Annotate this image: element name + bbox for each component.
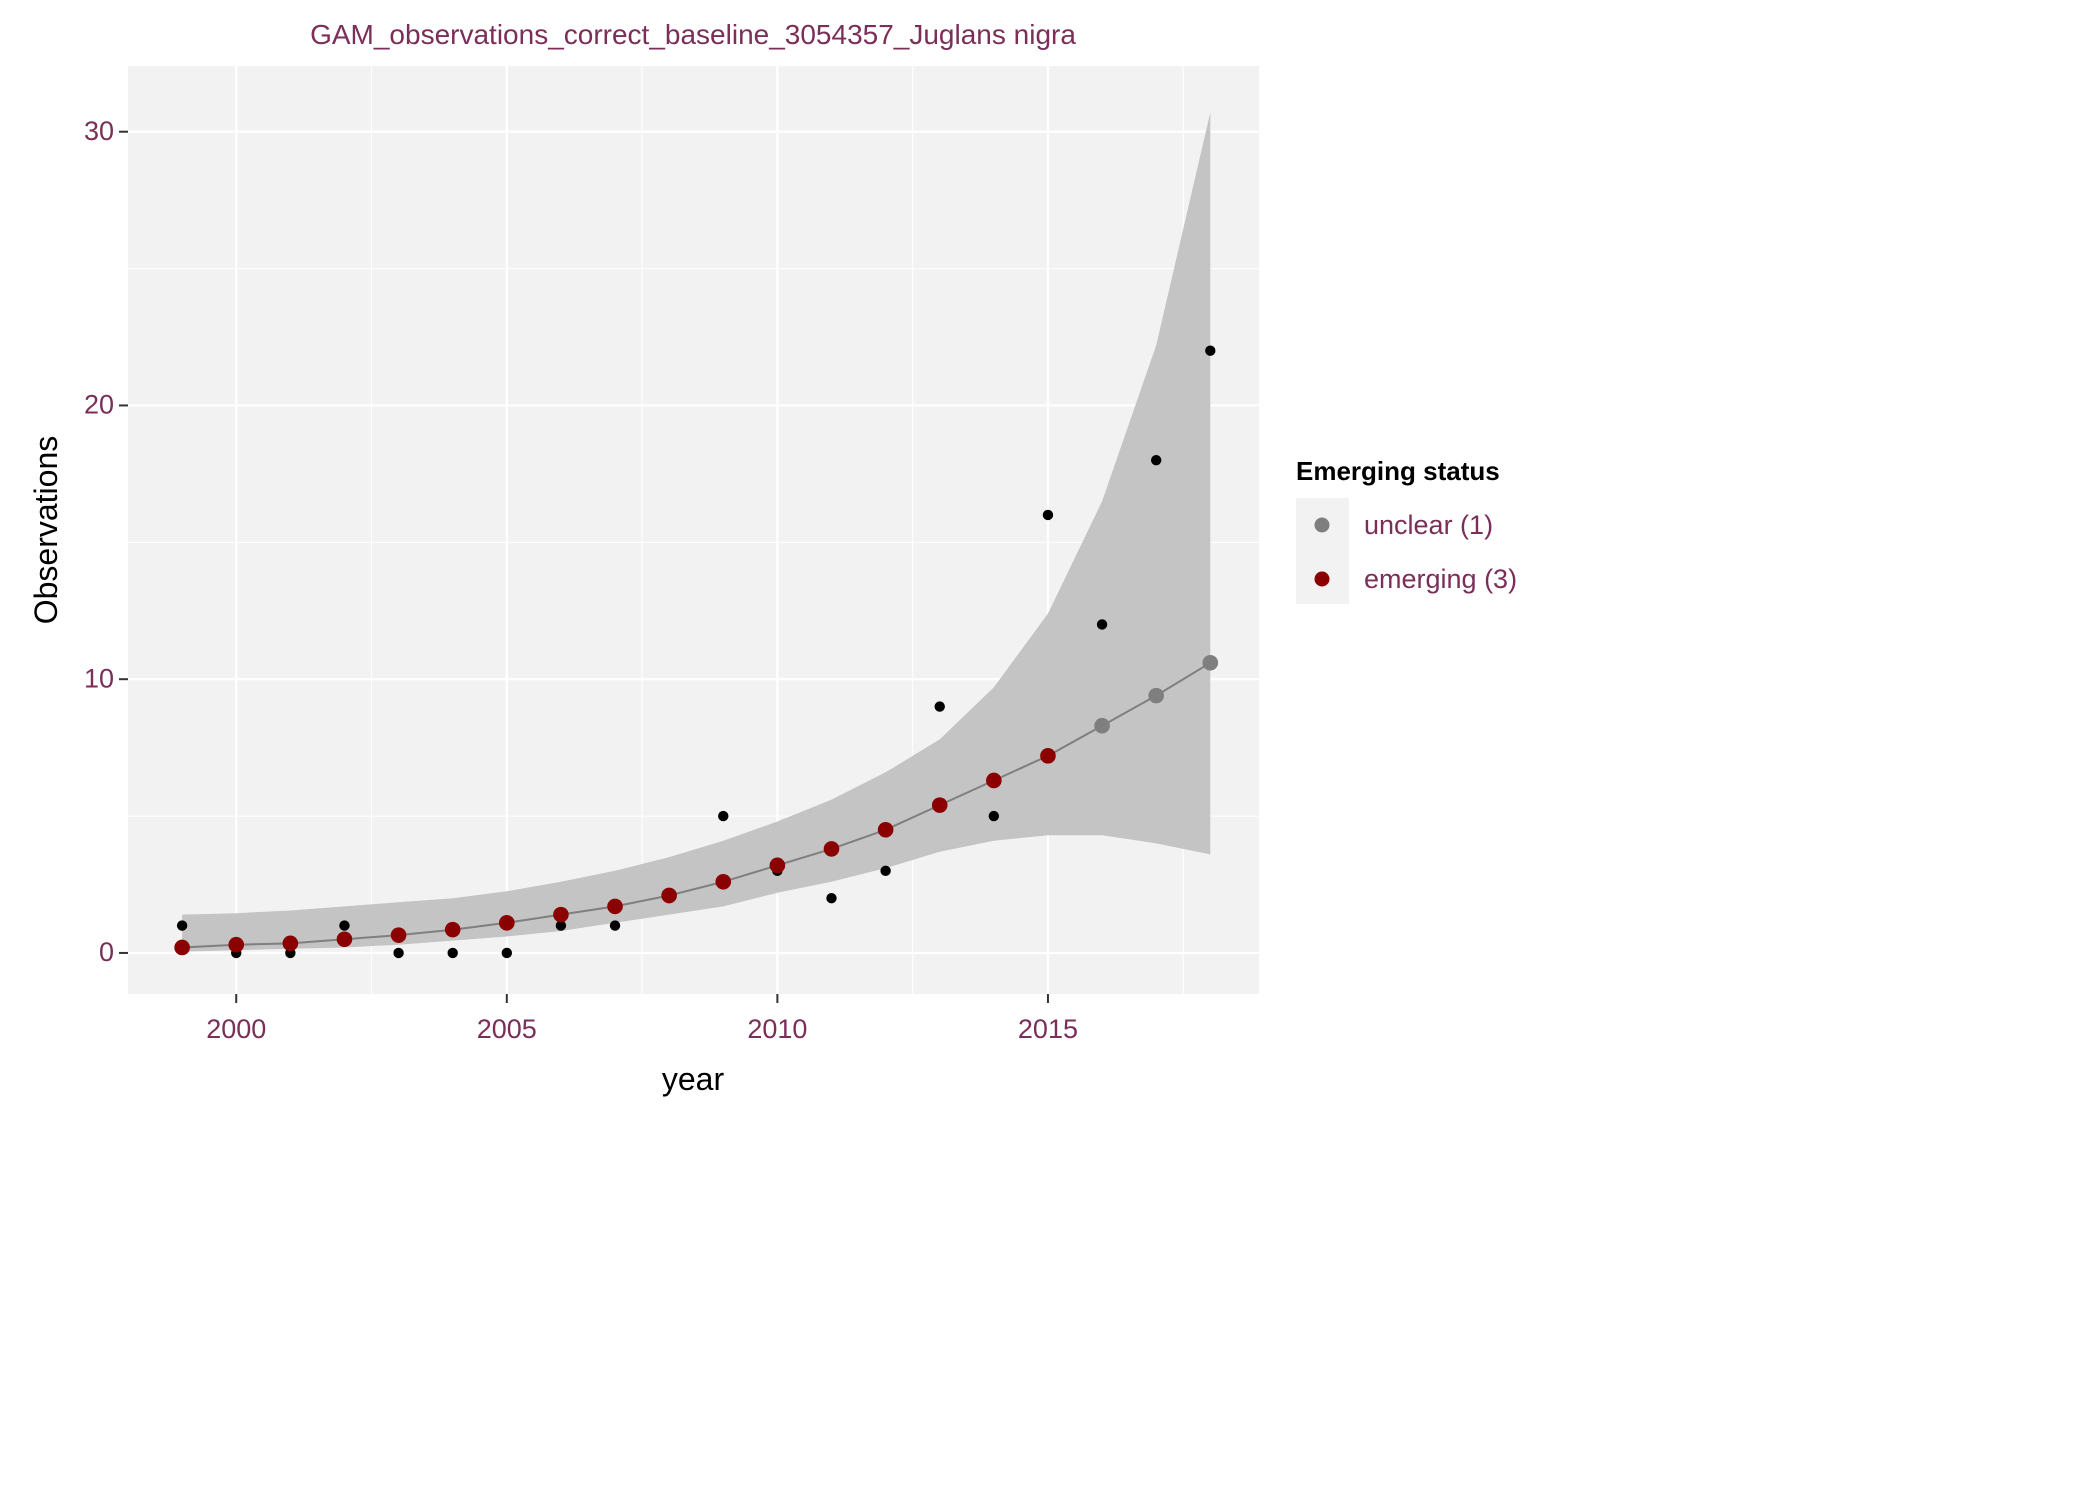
- legend-keys-background: [1296, 498, 1349, 604]
- observed-point: [501, 947, 513, 959]
- legend-key-unclear: [1314, 517, 1330, 533]
- x-axis: 2000 2005 2010 2015: [206, 994, 1078, 1044]
- observed-points: [176, 345, 1216, 959]
- grid-major: [128, 66, 1259, 994]
- chart: GAM_observations_correct_baseline_305435…: [28, 19, 1517, 1097]
- fit-point-emerging: [228, 936, 245, 953]
- observed-point: [1205, 345, 1216, 356]
- fit-point-emerging: [877, 821, 894, 838]
- observed-point: [718, 810, 729, 822]
- fit-point-emerging: [661, 887, 677, 904]
- legend-title: Emerging status: [1296, 456, 1500, 486]
- legend: Emerging status unclear (1) emerging (3): [1296, 456, 1517, 604]
- fit-point-emerging: [607, 898, 623, 915]
- chart-title: GAM_observations_correct_baseline_305435…: [310, 19, 1076, 50]
- x-tick-label: 2015: [1018, 1014, 1078, 1044]
- y-axis-title: Observations: [28, 436, 64, 625]
- observed-point: [447, 947, 458, 959]
- fit-point-emerging: [769, 857, 786, 874]
- fit-point-emerging: [1040, 748, 1056, 764]
- fit-point-emerging: [444, 921, 461, 938]
- observed-point: [609, 920, 621, 931]
- observed-point: [1042, 509, 1054, 521]
- observed-point: [934, 701, 945, 712]
- observed-point: [555, 920, 567, 931]
- observed-point: [393, 947, 404, 959]
- plot-panel: [128, 66, 1259, 994]
- fit-point-unclear: [1148, 687, 1164, 704]
- fit-points: [174, 654, 1219, 956]
- y-tick-label: 10: [84, 663, 114, 693]
- fit-point-unclear: [1202, 654, 1219, 671]
- y-tick-label: 20: [84, 390, 114, 420]
- x-tick-label: 2010: [747, 1014, 807, 1044]
- observed-point: [176, 920, 188, 931]
- fit-point-emerging: [823, 841, 840, 857]
- y-axis: 0 10 20 30: [84, 116, 128, 967]
- x-tick-label: 2005: [477, 1014, 537, 1044]
- observed-point: [988, 810, 1000, 822]
- observed-point: [1150, 454, 1162, 466]
- legend-key-emerging: [1314, 571, 1330, 587]
- observed-point: [339, 920, 350, 931]
- fit-point-emerging: [390, 927, 407, 943]
- x-tick-label: 2000: [206, 1014, 266, 1044]
- observed-point: [1096, 619, 1108, 630]
- observed-point: [880, 865, 891, 877]
- fit-point-unclear: [1094, 717, 1110, 734]
- fit-point-emerging: [499, 915, 515, 931]
- fit-point-emerging: [715, 873, 732, 890]
- y-tick-label: 0: [99, 937, 114, 967]
- x-axis-title: year: [662, 1061, 725, 1097]
- legend-label-emerging: emerging (3): [1364, 564, 1517, 594]
- fit-line: [182, 661, 1211, 949]
- observed-point: [826, 892, 837, 904]
- fit-point-emerging: [931, 797, 948, 813]
- grid-minor: [128, 66, 1259, 994]
- fit-point-emerging: [336, 931, 353, 948]
- fit-point-emerging: [553, 906, 569, 923]
- legend-label-unclear: unclear (1): [1364, 510, 1493, 540]
- fit-point-emerging: [282, 935, 299, 952]
- fit-point-emerging: [174, 939, 190, 956]
- fit-point-emerging: [986, 772, 1002, 789]
- y-tick-label: 30: [84, 116, 114, 146]
- confidence-ribbon: [182, 112, 1211, 952]
